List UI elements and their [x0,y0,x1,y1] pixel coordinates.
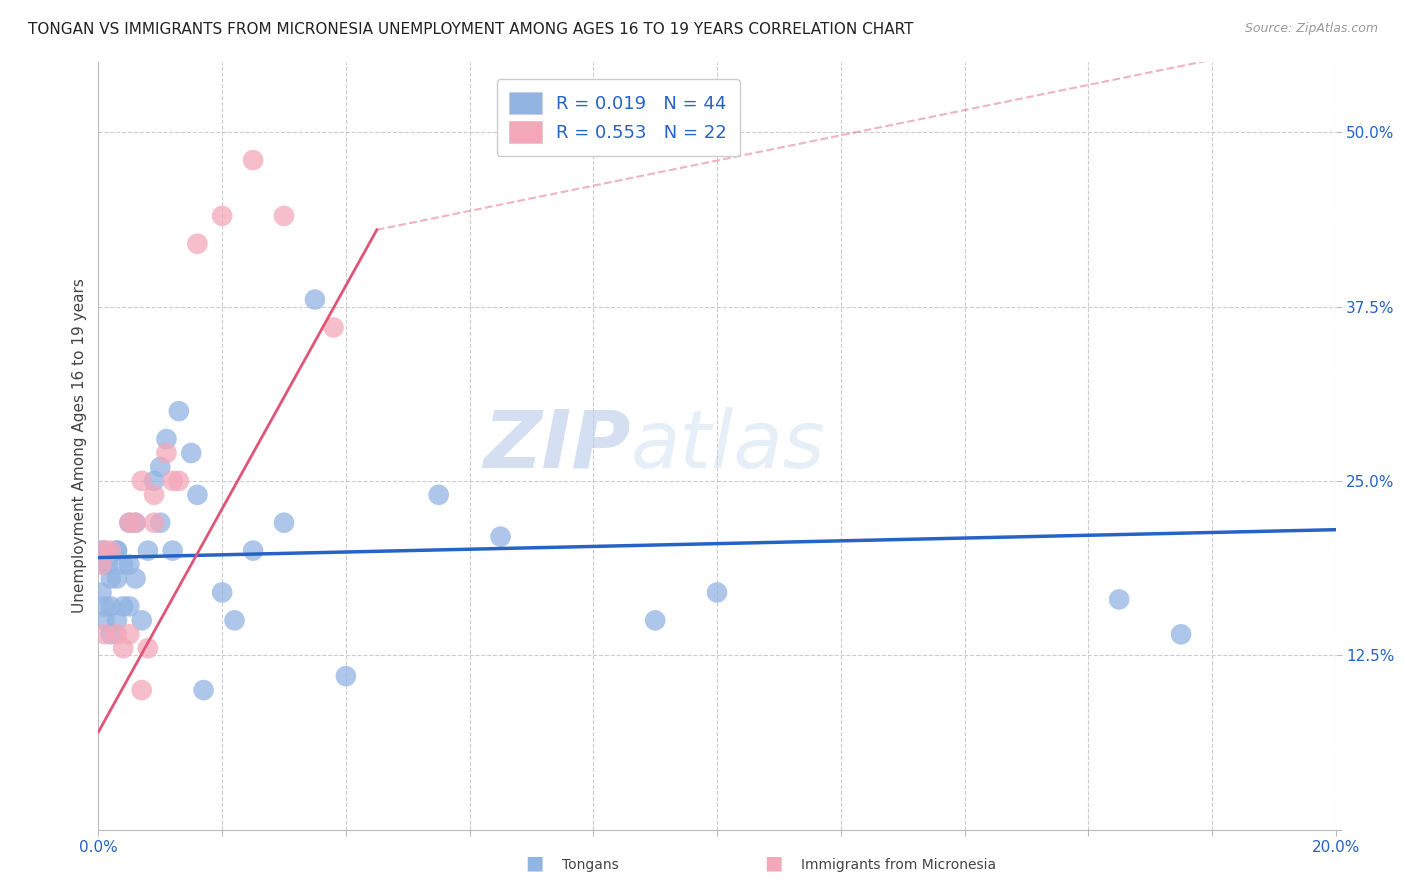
Point [706,585,728,599]
Text: Tongans: Tongans [562,858,619,872]
Point [112,558,135,572]
Point [273,516,295,530]
Point [97,558,120,572]
Point [335,669,357,683]
Point [242,543,264,558]
Text: ■: ■ [524,854,544,872]
Point [273,209,295,223]
Point [155,432,177,446]
Point [193,683,215,698]
Point [143,474,166,488]
Point [131,683,153,698]
Point [131,474,153,488]
Point [149,459,172,474]
Text: Immigrants from Micronesia: Immigrants from Micronesia [801,858,997,872]
Point [136,543,159,558]
Point [304,293,326,307]
Text: Source: ZipAtlas.com: Source: ZipAtlas.com [1244,22,1378,36]
Point [105,627,128,641]
Point [100,572,122,586]
Point [105,543,128,558]
Point [155,446,177,460]
Text: ■: ■ [763,854,783,872]
Point [427,488,450,502]
Point [167,474,190,488]
Point [136,641,159,656]
Point [112,641,135,656]
Point [143,488,166,502]
Text: ZIP: ZIP [484,407,630,485]
Point [90,543,112,558]
Point [644,613,666,627]
Y-axis label: Unemployment Among Ages 16 to 19 years: Unemployment Among Ages 16 to 19 years [72,278,87,614]
Point [112,599,135,614]
Point [118,627,141,641]
Legend: R = 0.019   N = 44, R = 0.553   N = 22: R = 0.019 N = 44, R = 0.553 N = 22 [496,79,740,156]
Point [149,516,172,530]
Point [93,613,115,627]
Point [124,572,146,586]
Point [105,572,128,586]
Point [118,558,141,572]
Point [105,543,128,558]
Point [162,474,184,488]
Point [118,516,141,530]
Point [90,558,112,572]
Point [180,446,202,460]
Point [322,320,344,334]
Point [1108,592,1130,607]
Text: atlas: atlas [630,407,825,485]
Point [162,543,184,558]
Point [93,543,115,558]
Point [93,627,115,641]
Point [186,488,208,502]
Point [118,516,141,530]
Point [211,209,233,223]
Point [131,613,153,627]
Point [93,543,115,558]
Point [90,585,112,599]
Point [105,613,128,627]
Point [93,558,115,572]
Point [224,613,246,627]
Point [167,404,190,418]
Point [489,530,512,544]
Point [211,585,233,599]
Point [242,153,264,167]
Point [118,599,141,614]
Point [124,516,146,530]
Point [1170,627,1192,641]
Point [186,236,208,251]
Point [100,543,122,558]
Point [143,516,166,530]
Point [124,516,146,530]
Point [100,627,122,641]
Point [100,599,122,614]
Point [93,599,115,614]
Text: TONGAN VS IMMIGRANTS FROM MICRONESIA UNEMPLOYMENT AMONG AGES 16 TO 19 YEARS CORR: TONGAN VS IMMIGRANTS FROM MICRONESIA UNE… [28,22,914,37]
